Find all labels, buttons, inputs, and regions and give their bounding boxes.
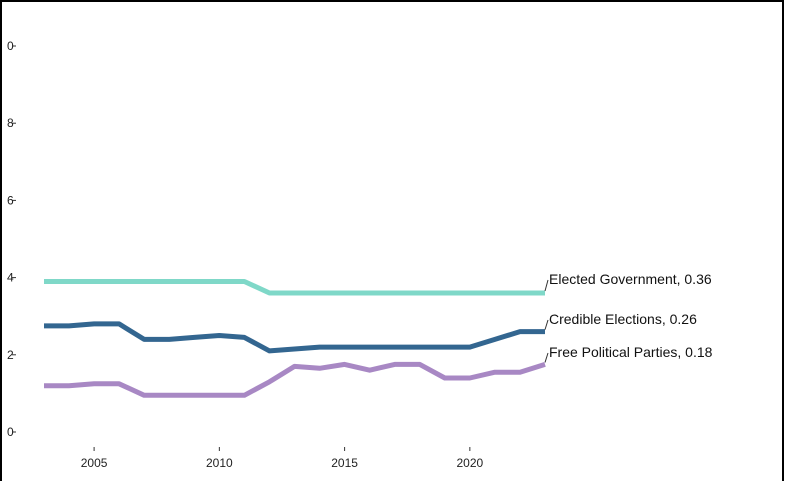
y-tick-label: 8	[7, 116, 14, 130]
y-tick-label: 4	[7, 271, 14, 285]
series-labels: Elected Government, 0.36 Credible Electio…	[544, 271, 713, 363]
y-tick-label: 0	[7, 39, 14, 53]
x-axis: 2005 2010 2015 2020	[81, 447, 484, 470]
series-line-elected-government	[44, 279, 545, 296]
y-tick-label: 0	[7, 425, 14, 439]
y-axis: 0 2 4 6 8 0	[7, 39, 16, 439]
series-label-leader	[544, 352, 549, 363]
x-tick-label: 2005	[81, 456, 108, 470]
series-label: Elected Government, 0.36	[549, 271, 712, 287]
x-tick-label: 2020	[456, 456, 483, 470]
series-label-leader	[544, 319, 549, 330]
series-line-credible-elections	[44, 321, 545, 354]
series-label: Free Political Parties, 0.18	[549, 344, 713, 360]
x-tick-label: 2015	[331, 456, 358, 470]
series-line-free-political-parties	[44, 361, 546, 398]
y-tick-label: 6	[7, 193, 14, 207]
series-label-leader	[544, 279, 549, 292]
series-lines	[44, 279, 546, 398]
y-tick-label: 2	[7, 348, 14, 362]
series-label: Credible Elections, 0.26	[549, 311, 697, 327]
x-tick-label: 2010	[206, 456, 233, 470]
